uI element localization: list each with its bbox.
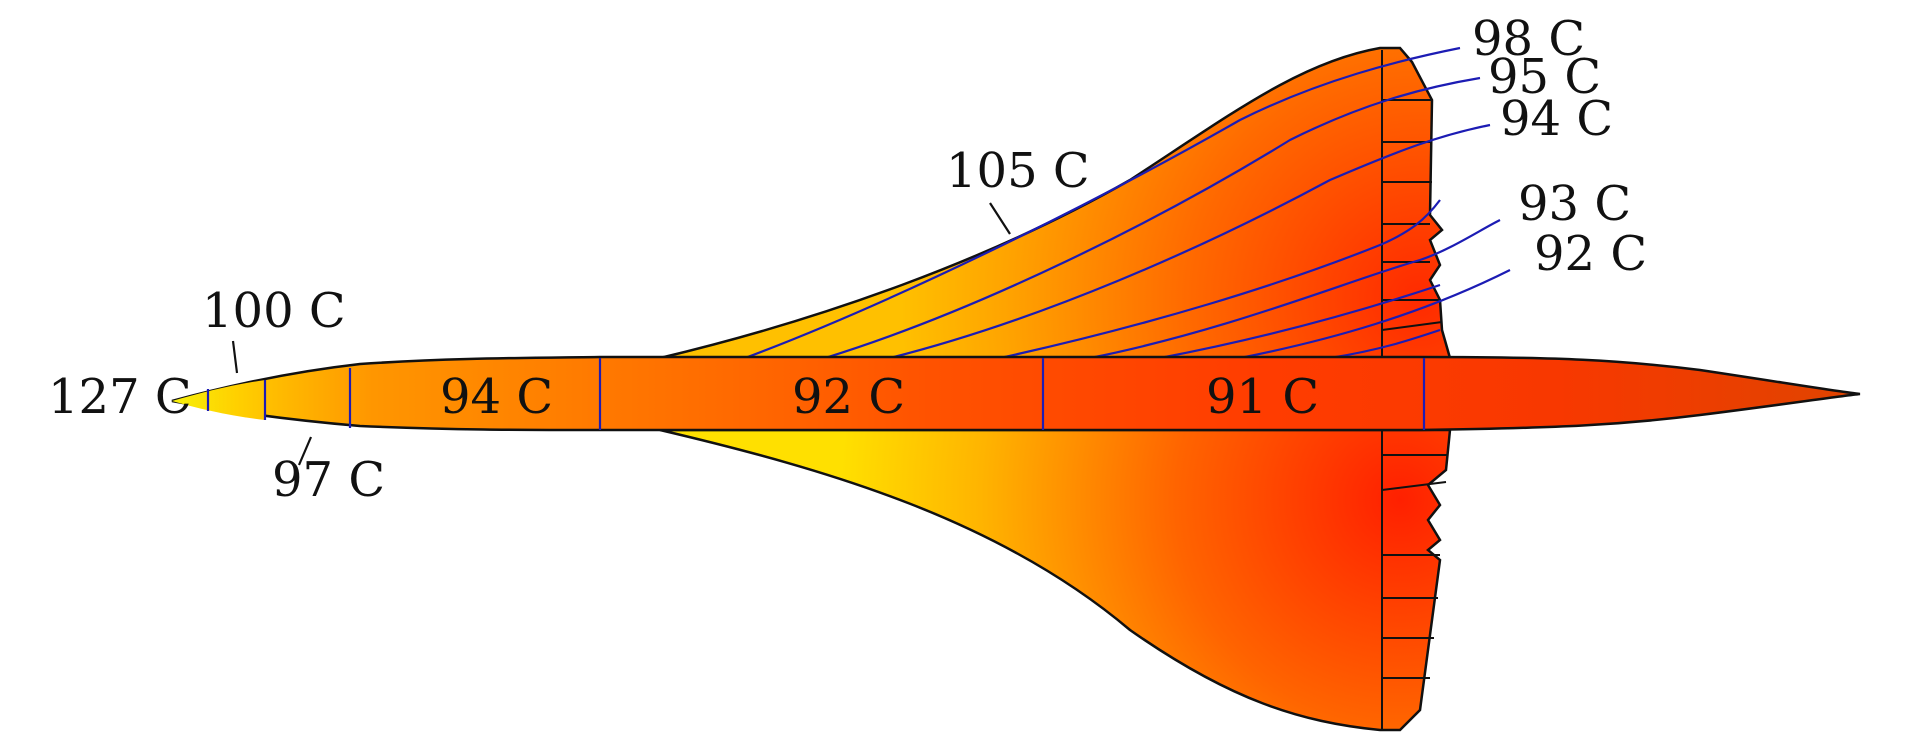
lower-elevons <box>1381 430 1448 730</box>
label-wing-95: 95 C <box>1488 49 1601 105</box>
label-fuselage-mid: 92 C <box>792 369 905 425</box>
label-nose-top: 100 C <box>202 283 346 339</box>
label-fuselage-rear: 91 C <box>1206 369 1319 425</box>
label-fuselage-front: 94 C <box>440 369 553 425</box>
fuselage <box>171 355 1861 432</box>
lower-wing <box>659 428 1452 732</box>
label-wing-93: 93 C <box>1518 176 1631 232</box>
label-wing-leading-edge: 105 C <box>946 143 1090 199</box>
label-nose-bottom: 97 C <box>272 452 385 508</box>
upper-wing <box>659 46 1452 360</box>
label-nose-tip: 127 C <box>48 369 192 425</box>
nose-cone <box>172 380 265 420</box>
label-wing-92: 92 C <box>1534 226 1647 282</box>
label-wing-98: 98 C <box>1472 11 1585 67</box>
label-wing-94: 94 C <box>1500 91 1613 147</box>
leader-lines <box>231 202 1011 466</box>
fuselage-dividers <box>206 358 1426 430</box>
isotherm-lines <box>744 46 1511 360</box>
